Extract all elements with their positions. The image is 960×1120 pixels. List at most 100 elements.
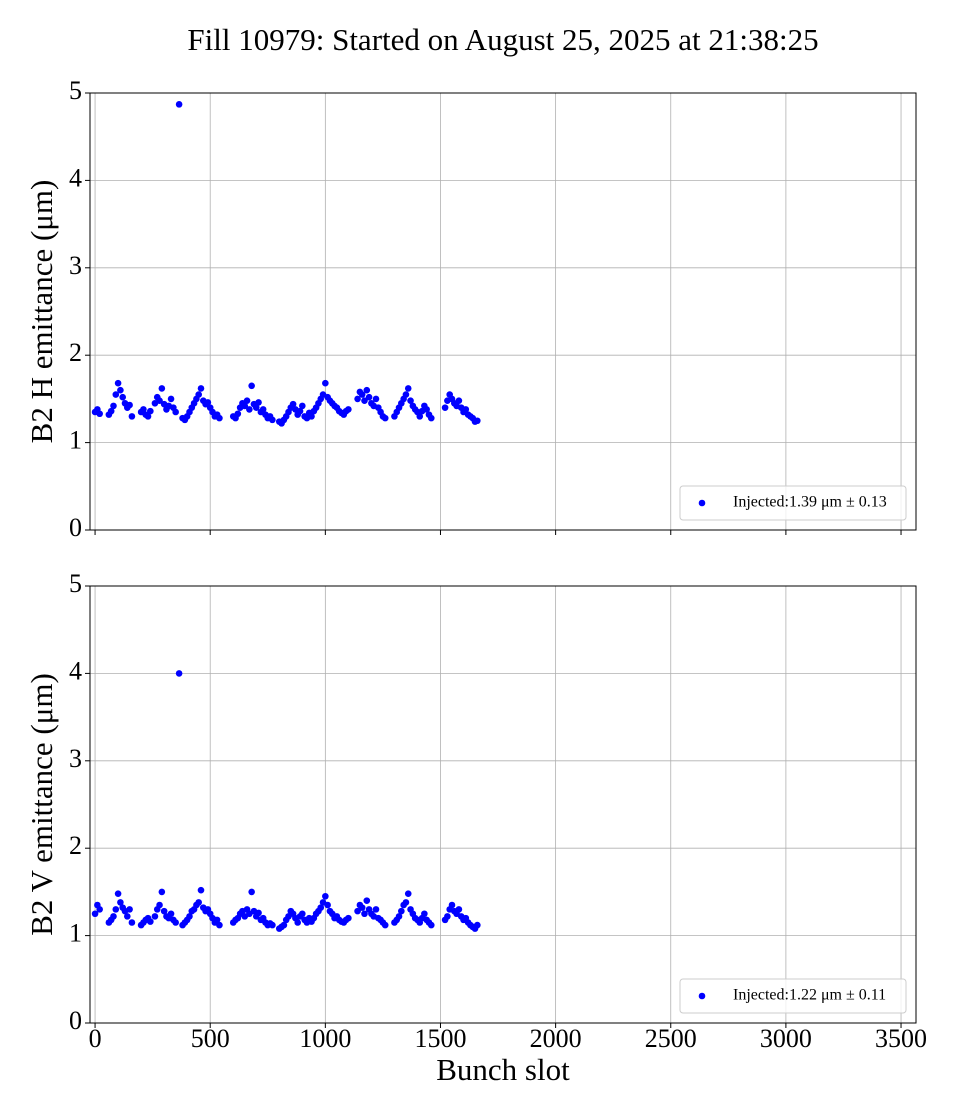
data-point bbox=[140, 406, 147, 413]
data-point bbox=[280, 921, 288, 929]
axes-frame bbox=[89, 585, 917, 1024]
data-point bbox=[114, 379, 122, 387]
data-point bbox=[361, 910, 368, 918]
data-point bbox=[156, 901, 163, 909]
y-tick-label: 4 bbox=[69, 163, 82, 192]
y-tick-label: 3 bbox=[69, 251, 82, 280]
data-point bbox=[107, 407, 115, 415]
data-point bbox=[372, 906, 380, 913]
x-tick-label: 500 bbox=[191, 1024, 230, 1053]
data-point bbox=[124, 913, 131, 920]
data-point bbox=[96, 906, 103, 913]
x-tick-label: 3000 bbox=[760, 1024, 812, 1053]
data-point bbox=[216, 921, 223, 929]
y-tick-label: 3 bbox=[69, 744, 82, 773]
data-point bbox=[197, 385, 205, 392]
data-point bbox=[252, 404, 260, 411]
subplot: 0 1 2 3 4 5 B2 H emittance (μm) Injected:1.39 μ… bbox=[24, 76, 917, 542]
data-point bbox=[269, 921, 276, 929]
data-point bbox=[241, 402, 249, 410]
legend-box bbox=[679, 485, 907, 521]
y-tick-label: 0 bbox=[69, 1006, 82, 1035]
data-point bbox=[216, 414, 223, 422]
data-point bbox=[354, 395, 361, 403]
data-point bbox=[402, 391, 410, 398]
data-point bbox=[441, 404, 449, 411]
y-tick-label: 2 bbox=[69, 831, 82, 860]
data-point bbox=[448, 901, 456, 909]
data-point bbox=[395, 913, 403, 920]
data-point bbox=[248, 382, 255, 390]
data-point bbox=[213, 916, 221, 924]
data-point bbox=[195, 391, 202, 398]
legend-marker bbox=[698, 992, 706, 1000]
y-tick-label: 5 bbox=[69, 76, 82, 105]
legend-label: Injected:1.39 μm ± 0.13 bbox=[733, 494, 887, 511]
y-tick-label: 0 bbox=[69, 513, 82, 542]
y-tick-label: 4 bbox=[69, 656, 82, 685]
data-point bbox=[322, 892, 329, 900]
data-point bbox=[151, 913, 159, 920]
data-point bbox=[421, 910, 428, 918]
data-point bbox=[299, 910, 306, 918]
data-point bbox=[404, 890, 412, 897]
data-point bbox=[96, 410, 103, 418]
data-point bbox=[114, 890, 122, 897]
y-tick-label: 5 bbox=[69, 569, 82, 598]
data-point bbox=[167, 910, 175, 918]
data-point bbox=[462, 406, 470, 413]
data-point bbox=[126, 401, 133, 409]
data-point bbox=[296, 407, 304, 415]
data-point bbox=[317, 904, 325, 911]
data-point bbox=[112, 391, 120, 398]
data-point bbox=[372, 395, 380, 403]
data-point bbox=[427, 414, 435, 422]
data-point bbox=[255, 399, 262, 406]
data-point bbox=[455, 906, 463, 913]
data-point bbox=[156, 397, 163, 404]
y-tick-label: 2 bbox=[69, 338, 82, 367]
x-tick-label: 3500 bbox=[875, 1024, 927, 1053]
data-point bbox=[299, 402, 306, 410]
data-point bbox=[186, 913, 193, 920]
data-point bbox=[381, 414, 389, 422]
data-point bbox=[110, 913, 117, 920]
x-tick-label: 2000 bbox=[530, 1024, 582, 1053]
data-point bbox=[158, 888, 166, 896]
y-tick-label: 1 bbox=[69, 919, 82, 948]
axes-frame bbox=[89, 92, 917, 531]
x-tick-label: 0 bbox=[89, 1024, 102, 1053]
data-point bbox=[128, 413, 136, 420]
data-point bbox=[308, 413, 315, 420]
data-point bbox=[160, 907, 168, 915]
data-point bbox=[402, 899, 410, 906]
data-point bbox=[112, 906, 120, 913]
legend-box bbox=[679, 978, 907, 1014]
data-point bbox=[246, 406, 253, 413]
data-point bbox=[363, 386, 371, 394]
data-point bbox=[119, 393, 126, 401]
data-point bbox=[269, 416, 276, 424]
data-point bbox=[474, 417, 481, 425]
data-point bbox=[363, 897, 371, 904]
data-point bbox=[243, 397, 251, 404]
data-point bbox=[167, 395, 175, 403]
data-point bbox=[234, 410, 242, 418]
subplot: 0 500 1000 1500 2000 2500 3000 3500 0 1 2 3 4 5 B2 V e… bbox=[24, 569, 927, 1087]
data-point bbox=[322, 379, 329, 387]
data-point bbox=[324, 901, 331, 909]
data-point bbox=[289, 400, 297, 408]
data-point bbox=[358, 904, 366, 911]
x-tick-label: 1000 bbox=[299, 1024, 351, 1053]
data-point bbox=[110, 402, 117, 410]
data-point bbox=[398, 907, 405, 915]
data-point bbox=[172, 919, 179, 926]
data-point bbox=[255, 909, 262, 917]
data-point bbox=[175, 670, 183, 677]
data-point bbox=[259, 406, 267, 413]
y-axis-label: B2 V emittance (μm) bbox=[24, 673, 59, 936]
data-point bbox=[147, 407, 154, 415]
data-point bbox=[128, 919, 136, 926]
y-tick-label: 1 bbox=[69, 426, 82, 455]
data-point bbox=[144, 413, 152, 420]
